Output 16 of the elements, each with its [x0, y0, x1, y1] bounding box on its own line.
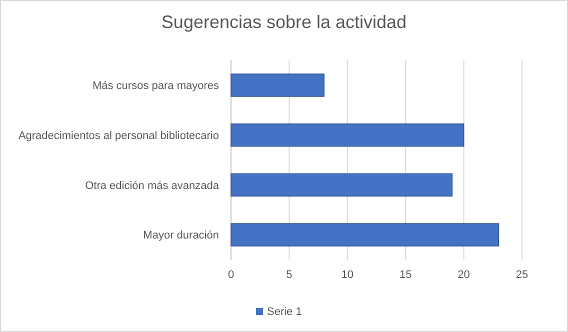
- chart-title: Sugerencias sobre la actividad: [161, 12, 407, 32]
- x-tick-label: 5: [286, 269, 292, 281]
- x-tick-label: 0: [228, 269, 234, 281]
- y-tick-label: Otra edición más avanzada: [85, 180, 220, 192]
- y-tick-label: Mayor duración: [143, 230, 219, 242]
- x-tick-label: 25: [516, 269, 528, 281]
- bar: [230, 123, 464, 147]
- y-tick-label: Más cursos para mayores: [92, 80, 220, 92]
- bar: [230, 74, 325, 97]
- bar: [230, 173, 453, 197]
- legend-label: Serie 1: [267, 306, 302, 318]
- x-tick-label: 20: [458, 269, 470, 281]
- y-tick-label: Agradecimientos al personal bibliotecario: [18, 130, 219, 142]
- x-tick-label: 15: [399, 269, 412, 281]
- bar: [230, 223, 500, 246]
- x-tick-label: 10: [341, 269, 354, 281]
